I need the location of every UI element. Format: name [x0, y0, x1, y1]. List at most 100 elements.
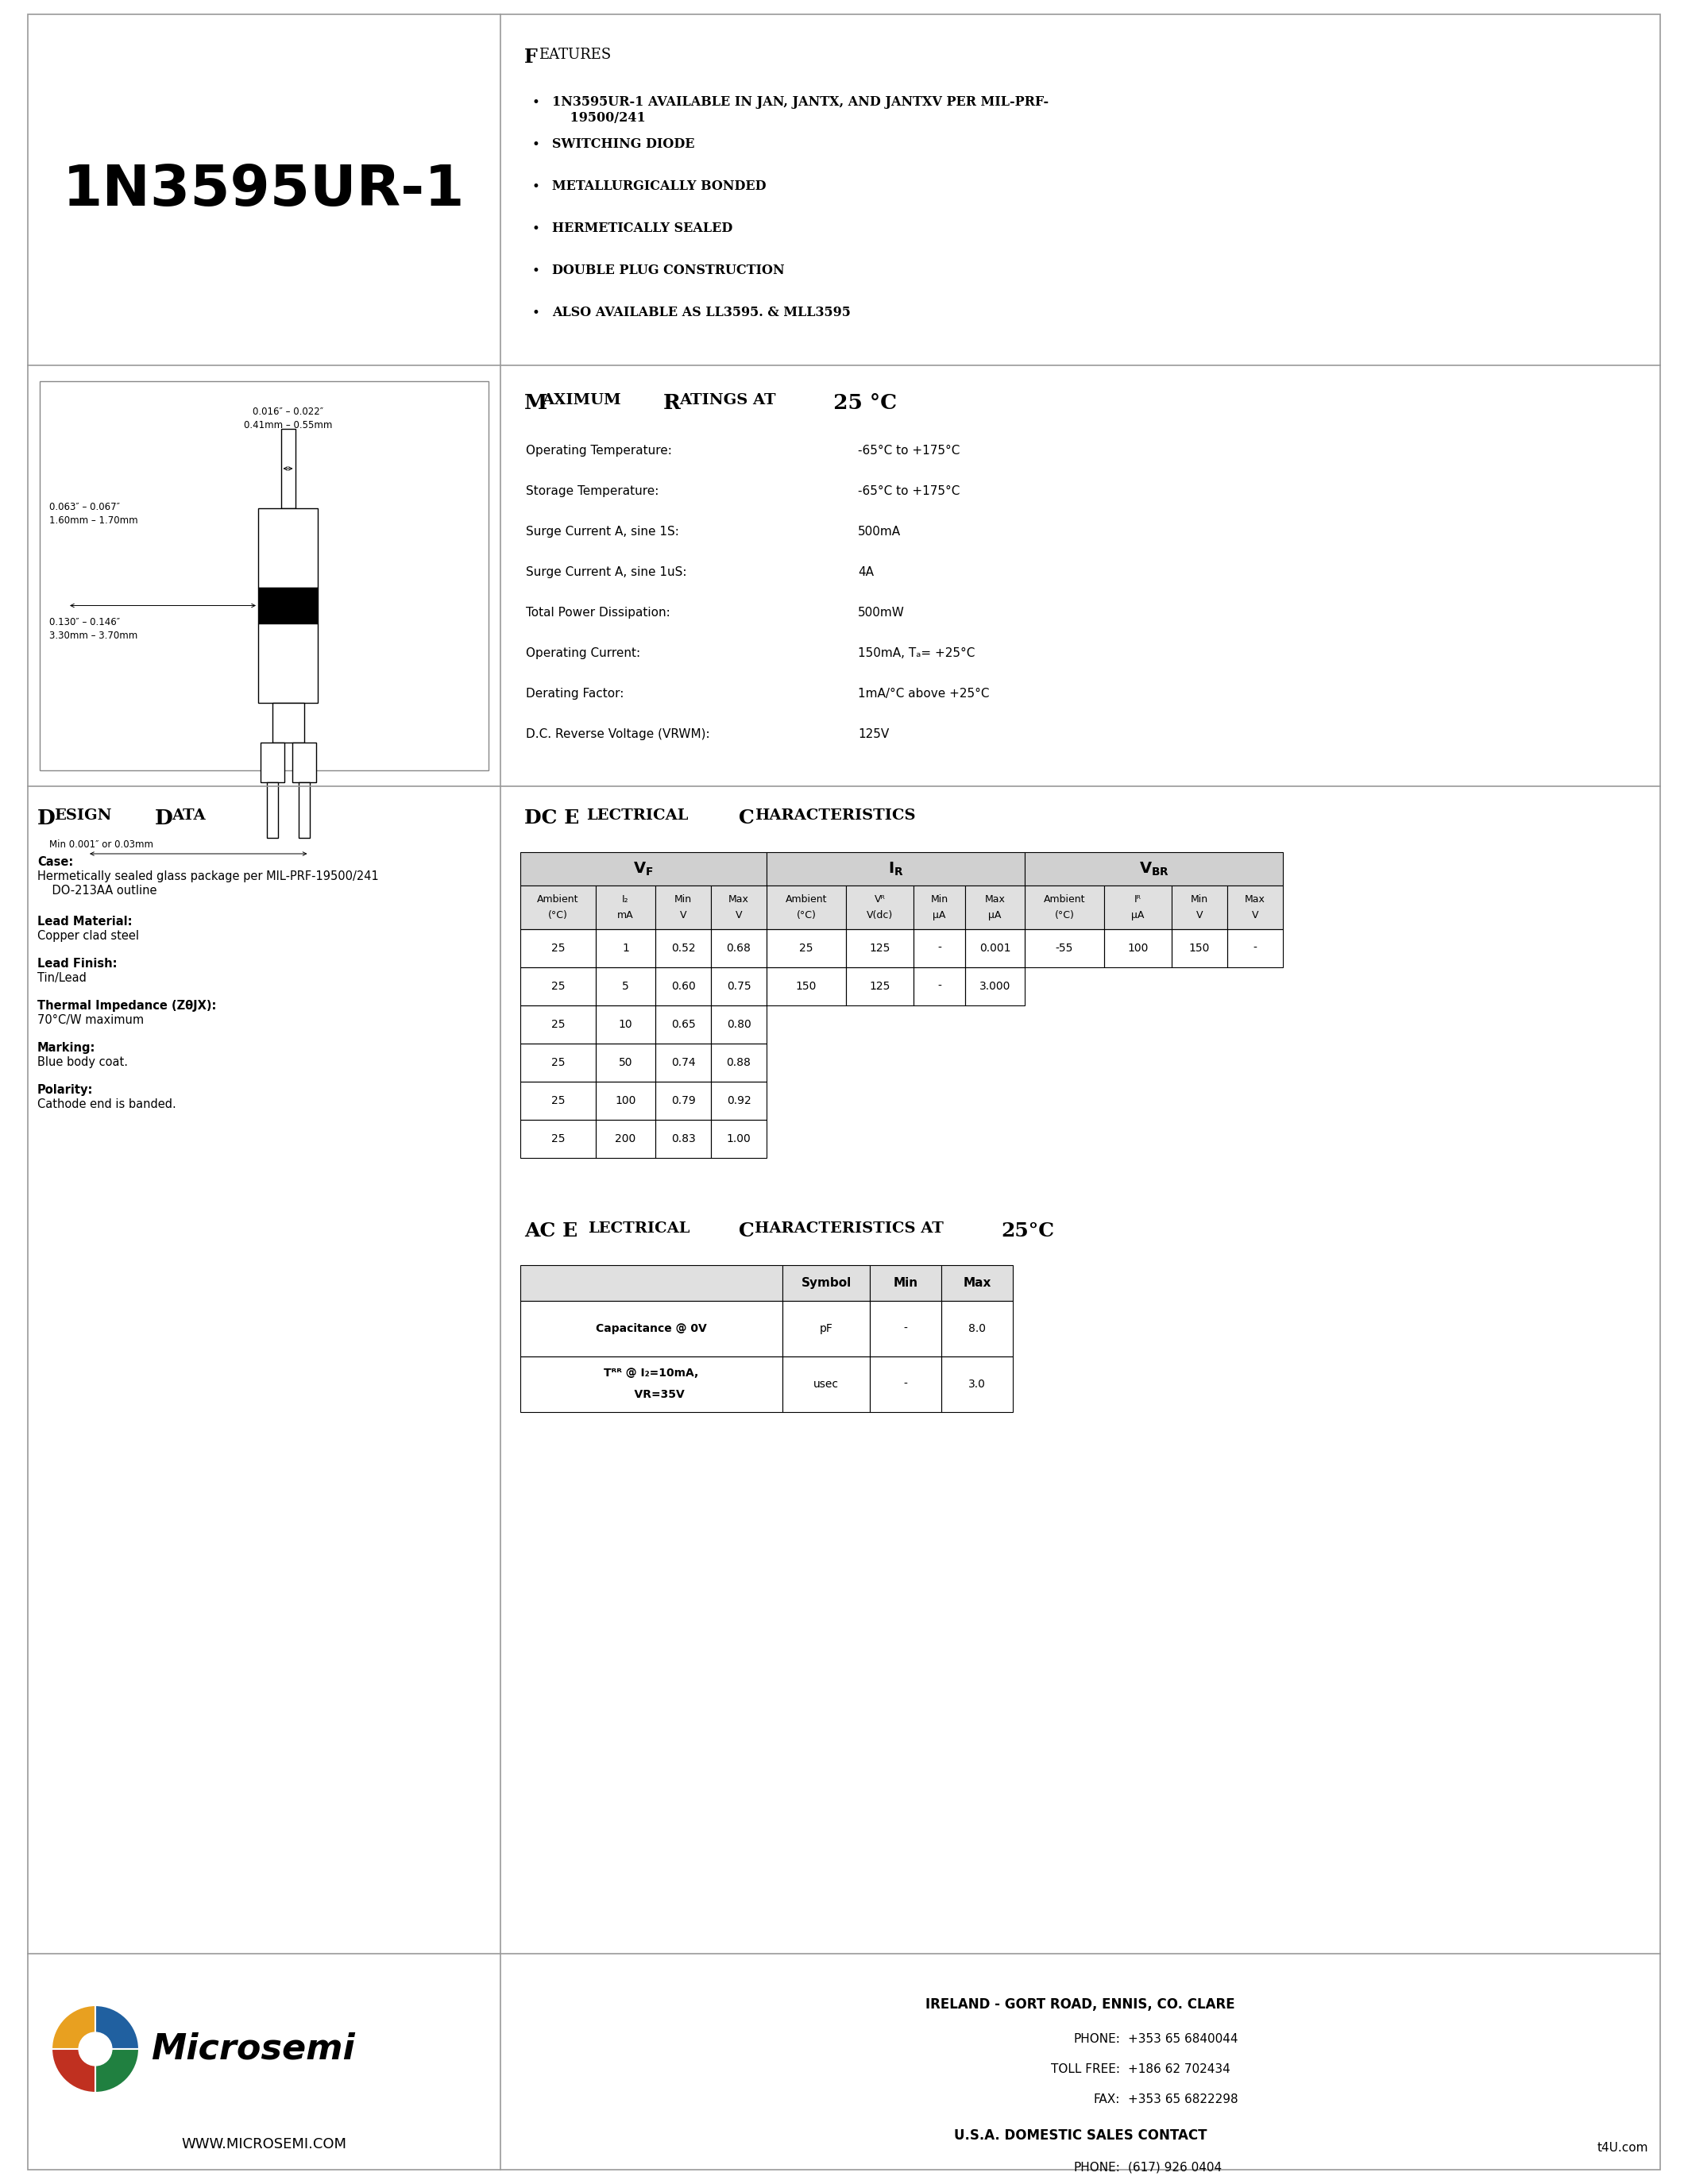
Text: (°C): (°C) — [797, 911, 817, 919]
Text: DO-213AA outline: DO-213AA outline — [37, 885, 157, 898]
Text: -: - — [937, 981, 942, 992]
Text: -65°C to +175°C: -65°C to +175°C — [858, 446, 960, 456]
Bar — [1171, 885, 1227, 928]
Text: 125V: 125V — [858, 727, 890, 740]
Text: ATA: ATA — [172, 808, 206, 823]
Text: V: V — [1252, 911, 1259, 919]
Text: V: V — [1197, 911, 1204, 919]
Text: Cathode end is banded.: Cathode end is banded. — [37, 1099, 176, 1109]
Bar — [942, 1265, 1013, 1302]
Text: ATINGS AT: ATINGS AT — [679, 393, 776, 408]
Bar — [711, 1044, 766, 1081]
Text: Min: Min — [930, 893, 949, 904]
Text: Storage Temperature:: Storage Temperature: — [527, 485, 658, 498]
Text: Polarity:: Polarity: — [37, 1083, 93, 1096]
Text: 25: 25 — [550, 1094, 565, 1107]
Text: V: V — [680, 911, 687, 919]
Text: -: - — [1252, 943, 1258, 954]
Text: Thermal Impedance (ZθJX):: Thermal Impedance (ZθJX): — [37, 1000, 216, 1011]
Text: •: • — [532, 179, 540, 194]
Wedge shape — [52, 2005, 95, 2049]
Bar — [846, 968, 913, 1005]
Text: Derating Factor:: Derating Factor: — [527, 688, 625, 699]
Bar — [596, 1044, 655, 1081]
Bar — [520, 852, 766, 885]
Text: Operating Temperature:: Operating Temperature: — [527, 446, 672, 456]
Text: 25: 25 — [550, 943, 565, 954]
Bar — [942, 1302, 1013, 1356]
Text: Surge Current A, sine 1uS:: Surge Current A, sine 1uS: — [527, 566, 687, 579]
Text: Ambient: Ambient — [537, 893, 579, 904]
Text: 0.74: 0.74 — [672, 1057, 695, 1068]
Text: •: • — [532, 221, 540, 236]
Bar — [41, 382, 488, 771]
Bar — [846, 885, 913, 928]
Text: 0.65: 0.65 — [670, 1020, 695, 1031]
Text: 10: 10 — [618, 1020, 633, 1031]
Bar — [655, 1044, 711, 1081]
Bar — [596, 885, 655, 928]
Bar — [1025, 852, 1283, 885]
Bar — [596, 928, 655, 968]
Bar — [258, 587, 317, 622]
Text: 1.00: 1.00 — [726, 1133, 751, 1144]
Text: IRELAND - GORT ROAD, ENNIS, CO. CLARE: IRELAND - GORT ROAD, ENNIS, CO. CLARE — [925, 1998, 1236, 2011]
Text: 0.75: 0.75 — [726, 981, 751, 992]
Bar — [711, 968, 766, 1005]
Text: +353 65 6840044: +353 65 6840044 — [1128, 2033, 1237, 2044]
Bar — [655, 1120, 711, 1158]
Bar — [520, 885, 596, 928]
Text: AXIMUM: AXIMUM — [542, 393, 621, 408]
Text: Copper clad steel: Copper clad steel — [37, 930, 138, 941]
Text: PHONE:: PHONE: — [1074, 2162, 1121, 2173]
Bar — [966, 968, 1025, 1005]
Bar — [258, 509, 317, 587]
Text: 0.88: 0.88 — [726, 1057, 751, 1068]
Bar — [783, 1356, 869, 1413]
Text: 0.92: 0.92 — [726, 1094, 751, 1107]
Wedge shape — [95, 2049, 138, 2092]
Text: 70°C/W maximum: 70°C/W maximum — [37, 1013, 143, 1026]
Text: Surge Current A, sine 1S:: Surge Current A, sine 1S: — [527, 526, 679, 537]
Text: 0.130″ – 0.146″: 0.130″ – 0.146″ — [49, 618, 120, 627]
Text: Ambient: Ambient — [1043, 893, 1085, 904]
Text: (°C): (°C) — [549, 911, 567, 919]
Text: 50: 50 — [618, 1057, 633, 1068]
Bar — [520, 1356, 783, 1413]
Bar — [258, 622, 317, 703]
Bar — [260, 743, 284, 782]
Text: •: • — [532, 96, 540, 109]
Bar — [869, 1265, 942, 1302]
Text: R: R — [663, 393, 680, 413]
Text: usec: usec — [814, 1378, 839, 1389]
Text: (617) 926 0404: (617) 926 0404 — [1128, 2162, 1222, 2173]
Bar — [711, 928, 766, 968]
Text: FAX:: FAX: — [1094, 2094, 1121, 2105]
Bar — [299, 782, 309, 839]
Text: C: C — [739, 808, 755, 828]
Text: Min: Min — [893, 1278, 918, 1289]
Text: 5: 5 — [623, 981, 630, 992]
Text: 25°C: 25°C — [1001, 1221, 1055, 1241]
Text: t4U.com: t4U.com — [1597, 2143, 1647, 2153]
Bar — [711, 1081, 766, 1120]
Text: DOUBLE PLUG CONSTRUCTION: DOUBLE PLUG CONSTRUCTION — [552, 264, 785, 277]
Text: 1N3595UR-1 AVAILABLE IN JAN, JANTX, AND JANTXV PER MIL-PRF-: 1N3595UR-1 AVAILABLE IN JAN, JANTX, AND … — [552, 96, 1048, 109]
Bar — [520, 928, 596, 968]
Text: 25: 25 — [550, 1133, 565, 1144]
Text: 500mA: 500mA — [858, 526, 901, 537]
Bar — [783, 1302, 869, 1356]
Text: Vᴿ: Vᴿ — [874, 893, 885, 904]
Text: Min: Min — [675, 893, 692, 904]
Circle shape — [79, 2033, 111, 2066]
Text: •: • — [532, 264, 540, 277]
Bar — [596, 968, 655, 1005]
Text: Lead Finish:: Lead Finish: — [37, 959, 116, 970]
Bar — [966, 928, 1025, 968]
Text: Max: Max — [729, 893, 749, 904]
Text: HARACTERISTICS: HARACTERISTICS — [755, 808, 915, 823]
Text: µA: µA — [989, 911, 1001, 919]
Bar — [520, 1044, 596, 1081]
Text: HARACTERISTICS AT: HARACTERISTICS AT — [755, 1221, 944, 1236]
Bar — [711, 885, 766, 928]
